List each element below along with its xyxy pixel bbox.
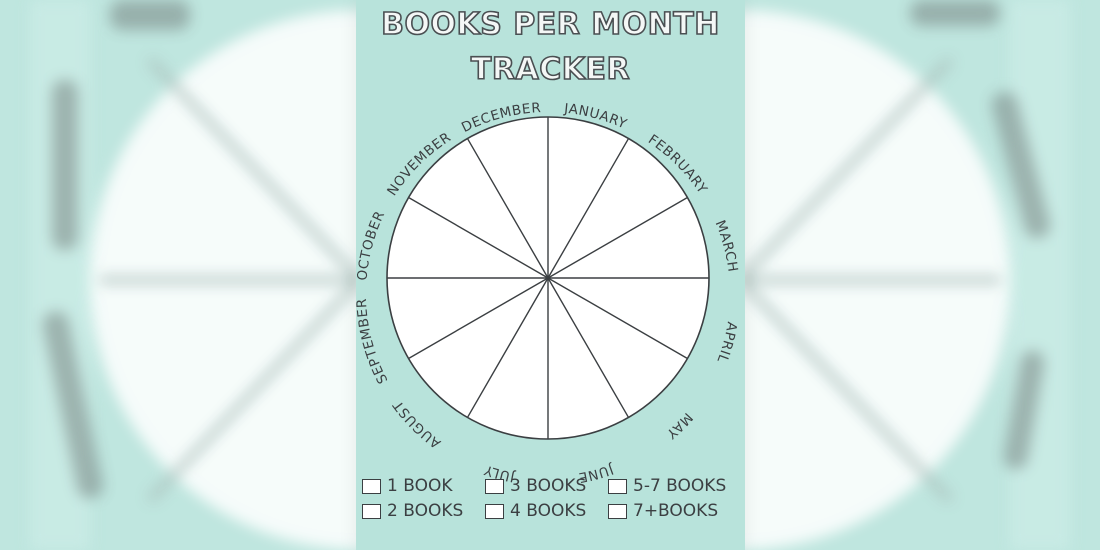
tracker-poster: BOOKS PER MONTH TRACKER JANUARY FEBRUARY M… (356, 0, 745, 550)
month-label-march: MARCH (712, 218, 741, 273)
month-label-august: AUGUST (390, 397, 444, 451)
title-line-2: TRACKER (470, 52, 631, 87)
legend-item-2-books: 2 BOOKS (362, 501, 463, 521)
legend-label: 2 BOOKS (387, 501, 464, 521)
legend-label: 5-7 BOOKS (633, 476, 727, 496)
wheel-spoke (466, 277, 549, 418)
title-line-1: BOOKS PER MONTH (380, 7, 720, 42)
wheel-spoke (547, 277, 630, 418)
legend-checkbox[interactable] (362, 503, 381, 519)
legend-item-4-books: 4 BOOKS (485, 501, 586, 521)
legend-checkbox[interactable] (608, 503, 627, 519)
wheel-spoke (547, 277, 688, 360)
legend-item-5-7-books: 5-7 BOOKS (608, 476, 726, 496)
wheel-spoke (408, 277, 549, 360)
month-label-april: APRIL (713, 320, 739, 365)
month-wheel: JANUARYFEBRUARYMARCHAPRILMAYJUNEJULYAUGU… (356, 100, 741, 485)
background-band-right (1010, 0, 1070, 550)
legend-checkbox[interactable] (608, 478, 627, 494)
legend-checkbox[interactable] (362, 478, 381, 494)
legend-checkbox[interactable] (485, 503, 504, 519)
legend-item-1-book: 1 BOOK (362, 476, 453, 496)
month-label-september: SEPTEMBER (356, 298, 391, 386)
wheel-spoke (408, 196, 549, 279)
legend-label: 3 BOOKS (510, 476, 587, 496)
background-band-left (30, 0, 90, 550)
legend-item-7-plus-books: 7+BOOKS (608, 501, 718, 521)
legend-label: 1 BOOK (387, 476, 453, 496)
legend-checkbox[interactable] (485, 478, 504, 494)
wheel-spoke (466, 138, 549, 279)
month-label-october: OCTOBER (356, 208, 388, 281)
legend-label: 4 BOOKS (510, 501, 587, 521)
wheel-spoke (547, 196, 688, 279)
legend-item-3-books: 3 BOOKS (485, 476, 586, 496)
wheel-spoke (547, 138, 630, 279)
month-label-may: MAY (663, 409, 696, 442)
legend-label: 7+BOOKS (633, 501, 719, 521)
